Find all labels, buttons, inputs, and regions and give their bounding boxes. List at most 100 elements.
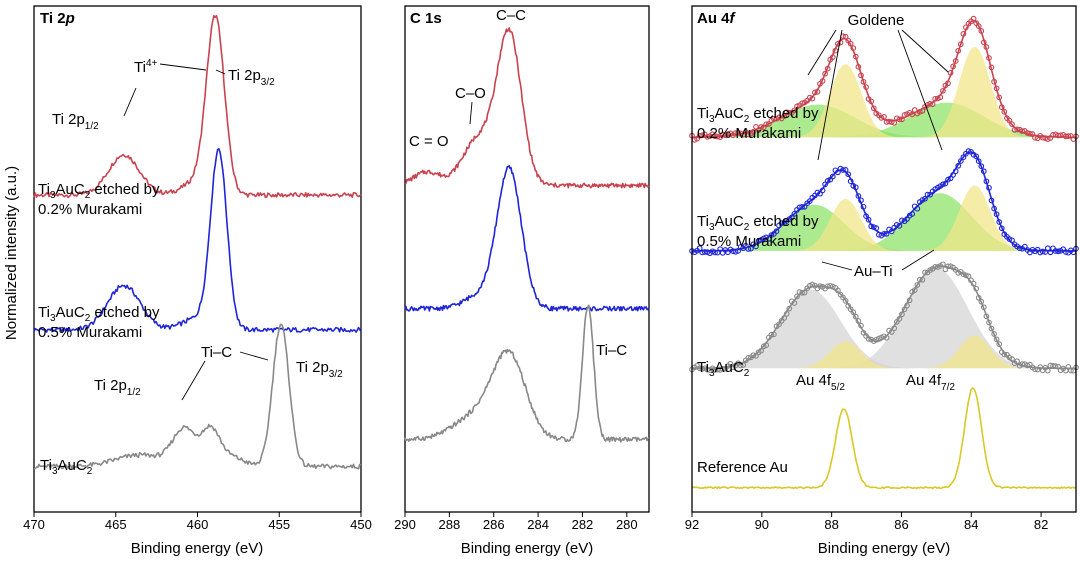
au4f-point-red [937,94,944,101]
au4f-tick-label-1: 90 [755,517,769,532]
au4f-point-blue [988,197,995,204]
au4f-annot-au72: Au 4f7/2 [906,372,955,393]
au4f-point-blue [712,249,718,256]
au4f-point-blue [732,248,739,255]
ti2p-annot-ti4: Ti4+ [134,58,158,76]
ti2p-annot-ti2p12-top: Ti 2p1/2 [52,111,99,132]
au4f-point-red [1032,134,1038,141]
au4f-point-grey [978,298,985,305]
au4f-title-italic: f [730,10,737,27]
au4f-point-red [940,87,946,94]
au4f-point-blue [847,178,854,185]
au4f-point-grey [753,353,759,359]
au4f-point-grey [914,282,921,288]
au4f-point-blue [860,203,867,210]
au4f-point-grey [942,266,949,273]
ti2p-tick-label-4: 450 [350,517,372,532]
au4f-point-grey [1009,356,1015,362]
au4f-point-red [824,65,831,72]
au4f-annot-goldene: Goldene [848,12,905,29]
au4f-point-red [878,115,885,121]
c1s-tick-label-0: 290 [394,517,416,532]
au4f-point-red [852,53,859,60]
au4f-point-blue [881,231,887,237]
au4f-point-blue [799,204,805,210]
au4f-point-grey [783,311,790,317]
au4f-point-grey [899,311,905,318]
au4f-point-red [888,119,895,125]
au4f-point-red [832,47,839,54]
au4f-point-blue [796,204,803,211]
au4f-point-red [952,58,959,64]
au4f-point-red [901,112,908,118]
au4f-point-red [983,44,990,50]
au4f-point-blue [788,214,795,221]
au4f-point-red [812,89,818,96]
ti2p-leader-tic-a [181,360,206,401]
au4f-point-grey [965,273,972,280]
au4f-point-blue [791,210,798,217]
au4f-point-grey [922,269,928,276]
au4f-point-grey [901,306,908,313]
ti2p-traces [33,14,362,470]
au4f-point-blue [896,223,903,229]
au4f-label-blue-line2: 0.5% Murakami [697,233,801,250]
au4f-point-blue [991,205,997,212]
au4f-leader-goldene-4 [897,29,943,151]
au4f-point-grey [975,294,982,301]
c1s-tick-label-4: 282 [572,517,594,532]
au4f-point-red [986,55,992,61]
au4f-tick-label-3: 86 [894,517,908,532]
au4f-point-blue [1039,248,1046,255]
au4f-point-grey [906,297,913,304]
au4f-point-red [932,95,939,102]
au4f-point-red [1044,136,1051,142]
au4f-point-grey [1019,361,1026,367]
au4f-point-red [1027,130,1033,137]
au4f-point-blue [819,187,826,194]
ti2p-label-red-line2: 0.2% Murakami [38,201,142,218]
au4f-point-blue [1044,245,1051,252]
au4f-point-grey [727,360,734,367]
au4f-point-blue [940,181,946,188]
au4f-point-grey [991,331,997,337]
c1s-annot-ceqo: C = O [409,133,449,150]
au4f-point-grey [699,365,706,372]
au4f-point-red [950,63,956,70]
au4f-point-red [799,100,805,107]
au4f-point-grey [888,329,895,335]
au4f-x-ticks: 92 90 88 86 84 82 [685,512,1048,532]
c1s-title: C 1s [410,10,442,27]
au4f-point-red [847,40,854,47]
au4f-point-red [819,78,826,84]
au4f-point-grey [891,325,898,332]
au4f-point-blue [922,195,928,202]
au4f-point-red [786,109,793,116]
au4f-point-grey [791,300,798,306]
au4f-label-red-line2: 0.2% Murakami [697,125,801,142]
ti2p-title-italic: p [65,10,75,27]
au4f-point-red [858,72,864,79]
au4f-point-red [781,113,788,119]
ti2p-annot-ti2p32-bot: Ti 2p3/2 [296,359,343,380]
au4f-tick-label-2: 88 [824,517,838,532]
au4f-point-grey [916,276,923,283]
c1s-series-grey [404,304,650,443]
au4f-point-grey [801,289,808,296]
au4f-point-red [699,132,706,139]
ti2p-title-text: Ti 2 [40,10,66,27]
au4f-point-blue [765,235,772,242]
au4f-point-grey [1052,363,1059,369]
au4f-point-grey [776,321,782,328]
au4f-point-red [1050,132,1056,138]
au4f-point-blue [717,246,724,252]
au4f-point-blue [855,193,862,199]
au4f-point-grey [988,325,995,332]
au4f-point-grey [940,261,946,268]
c1s-series-red [404,27,650,189]
au4f-point-red [822,70,828,77]
au4f-point-red [750,128,757,135]
au4f-point-blue [883,230,890,237]
au4f-point-blue [873,225,880,231]
au4f-point-grey [904,302,910,309]
